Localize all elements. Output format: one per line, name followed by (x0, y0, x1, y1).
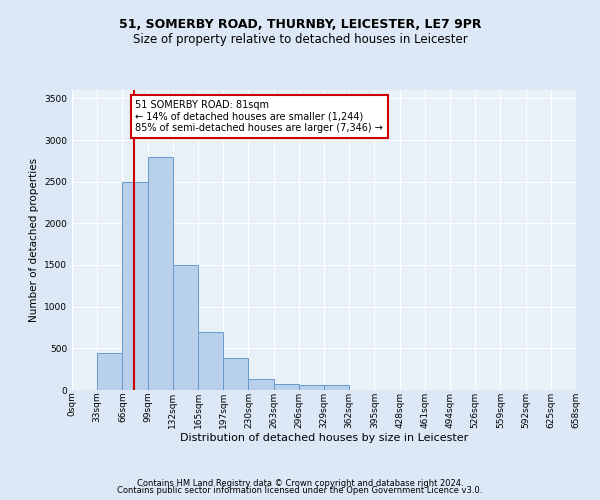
Bar (274, 384, 299, 390)
Text: Contains public sector information licensed under the Open Government Licence v3: Contains public sector information licen… (118, 486, 482, 495)
Text: Size of property relative to detached houses in Leicester: Size of property relative to detached ho… (133, 32, 467, 46)
Bar (148, 156, 173, 390)
Y-axis label: Number of detached properties: Number of detached properties (29, 158, 38, 322)
Bar (97, 352, 122, 390)
X-axis label: Distribution of detached houses by size in Leicester: Distribution of detached houses by size … (180, 434, 468, 444)
Text: 51 SOMERBY ROAD: 81sqm
← 14% of detached houses are smaller (1,244)
85% of semi-: 51 SOMERBY ROAD: 81sqm ← 14% of detached… (136, 100, 383, 133)
Bar (299, 385, 324, 390)
Bar (324, 385, 349, 390)
Bar (248, 379, 274, 390)
Text: 51, SOMERBY ROAD, THURNBY, LEICESTER, LE7 9PR: 51, SOMERBY ROAD, THURNBY, LEICESTER, LE… (119, 18, 481, 30)
Bar (223, 358, 248, 390)
Bar (122, 182, 148, 390)
Text: Contains HM Land Registry data © Crown copyright and database right 2024.: Contains HM Land Registry data © Crown c… (137, 478, 463, 488)
Bar (173, 265, 198, 390)
Bar (198, 332, 223, 390)
